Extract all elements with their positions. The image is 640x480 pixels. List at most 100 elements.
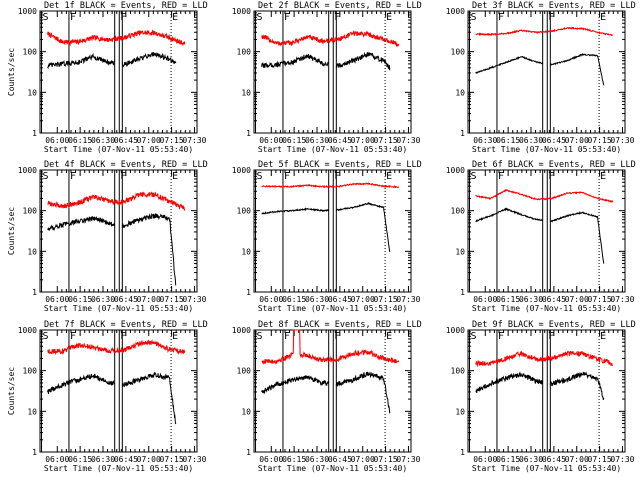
y-tick-label: 1 [460, 129, 465, 138]
marker-label: S [471, 331, 477, 342]
marker-label: E [172, 331, 178, 342]
x-tick-label: 07:30 [396, 295, 420, 304]
x-tick-label: 06:00 [473, 295, 497, 304]
y-tick-label: 10 [27, 407, 37, 416]
marker-label: E [386, 171, 392, 182]
plot-frame [253, 10, 412, 134]
marker-label: F [120, 12, 126, 23]
x-axis-label: Start Time (07-Nov-11 05:53:40) [472, 464, 621, 473]
panel-title: Det 7f BLACK = Events, RED = LLD [44, 320, 208, 330]
marker-label: F [284, 12, 290, 23]
panel-title: Det 5f BLACK = Events, RED = LLD [258, 160, 422, 170]
marker-label: F [120, 331, 126, 342]
series-lld-line [475, 350, 614, 368]
x-tick-label: 07:00 [137, 295, 161, 304]
marker-label: S [257, 12, 263, 23]
marker-label: F [498, 331, 504, 342]
x-tick-label: 06:00 [473, 455, 497, 464]
x-tick-label: 06:45 [114, 455, 138, 464]
x-tick-label: 07:30 [396, 136, 420, 145]
x-tick-label: 06:15 [496, 295, 520, 304]
series-lld-line [47, 191, 186, 211]
y-tick-label: 1 [460, 448, 465, 457]
x-axis-label: Start Time (07-Nov-11 05:53:40) [258, 304, 407, 313]
y-tick-label: 1000 [232, 166, 251, 175]
marker-label: E [172, 12, 178, 23]
y-tick-label: 100 [23, 207, 38, 216]
y-axis-label: Counts/sec [7, 367, 16, 415]
x-tick-label: 06:30 [305, 455, 329, 464]
plot-frame [39, 329, 198, 453]
detector-panel-2: Det 2f BLACK = Events, RED = LLD 1 10 100 10… [232, 1, 422, 154]
panel-title: Det 9f BLACK = Events, RED = LLD [472, 320, 636, 330]
y-tick-label: 10 [241, 247, 251, 256]
marker-label: E [386, 12, 392, 23]
y-tick-label: 1 [460, 288, 465, 297]
panel-title: Det 2f BLACK = Events, RED = LLD [258, 1, 422, 11]
series-events-line [475, 52, 605, 86]
series-events-line [47, 52, 177, 70]
y-tick-label: 1000 [232, 326, 251, 335]
y-tick-label: 1000 [232, 7, 251, 16]
x-tick-label: 06:15 [496, 136, 520, 145]
x-tick-label: 06:15 [282, 136, 306, 145]
y-tick-label: 1 [32, 448, 37, 457]
panel-title: Det 1f BLACK = Events, RED = LLD [44, 1, 208, 11]
x-tick-label: 06:30 [305, 295, 329, 304]
y-tick-label: 1000 [18, 326, 37, 335]
plot-frame [253, 329, 412, 453]
panel-title: Det 3f BLACK = Events, RED = LLD [472, 1, 636, 11]
x-tick-label: 06:30 [305, 136, 329, 145]
series-lld-line [47, 339, 186, 355]
x-tick-label: 07:30 [396, 455, 420, 464]
x-tick-label: 07:30 [182, 295, 206, 304]
x-tick-label: 06:00 [259, 455, 283, 464]
x-tick-label: 07:00 [137, 455, 161, 464]
x-tick-label: 07:15 [374, 455, 398, 464]
x-tick-label: 06:15 [282, 295, 306, 304]
x-axis-label: Start Time (07-Nov-11 05:53:40) [258, 464, 407, 473]
marker-label: F [334, 331, 340, 342]
marker-label: E [600, 12, 606, 23]
x-tick-label: 06:45 [328, 455, 352, 464]
marker-label: S [43, 12, 49, 23]
x-axis-label: Start Time (07-Nov-11 05:53:40) [472, 304, 621, 313]
x-tick-label: 07:30 [182, 455, 206, 464]
x-tick-label: 06:00 [259, 136, 283, 145]
y-axis-label: Counts/sec [7, 48, 16, 96]
x-axis-label: Start Time (07-Nov-11 05:53:40) [44, 145, 193, 154]
marker-label: S [43, 171, 49, 182]
x-tick-label: 07:15 [588, 295, 612, 304]
marker-label: F [70, 171, 76, 182]
x-tick-label: 07:15 [588, 136, 612, 145]
x-tick-label: 06:45 [114, 295, 138, 304]
x-tick-label: 06:00 [259, 295, 283, 304]
marker-label: F [334, 171, 340, 182]
x-tick-label: 06:45 [328, 295, 352, 304]
series-events-line [475, 207, 605, 264]
x-tick-label: 06:30 [519, 455, 543, 464]
series-lld-line [475, 188, 614, 204]
detector-panel-3: Det 3f BLACK = Events, RED = LLD 1 10 100 10… [446, 1, 636, 154]
x-tick-label: 07:30 [182, 136, 206, 145]
x-axis-label: Start Time (07-Nov-11 05:53:40) [258, 145, 407, 154]
x-tick-label: 06:30 [91, 295, 115, 304]
marker-label: F [120, 171, 126, 182]
x-tick-label: 06:45 [114, 136, 138, 145]
y-tick-label: 100 [237, 207, 252, 216]
detector-panel-1: Det 1f BLACK = Events, RED = LLD 1 10 100 10… [7, 1, 208, 154]
x-tick-label: 07:00 [137, 136, 161, 145]
x-tick-label: 06:00 [45, 136, 69, 145]
x-tick-label: 07:00 [351, 455, 375, 464]
x-tick-label: 07:00 [565, 295, 589, 304]
x-tick-label: 06:45 [542, 295, 566, 304]
y-tick-label: 1000 [18, 7, 37, 16]
x-tick-label: 07:00 [565, 455, 589, 464]
series-events-line [261, 51, 391, 71]
series-lld-line [261, 30, 400, 48]
x-tick-label: 06:30 [473, 136, 497, 145]
y-tick-label: 100 [237, 367, 252, 376]
plot-frame [39, 169, 198, 293]
plot-frame [467, 10, 626, 134]
marker-label: F [70, 12, 76, 23]
